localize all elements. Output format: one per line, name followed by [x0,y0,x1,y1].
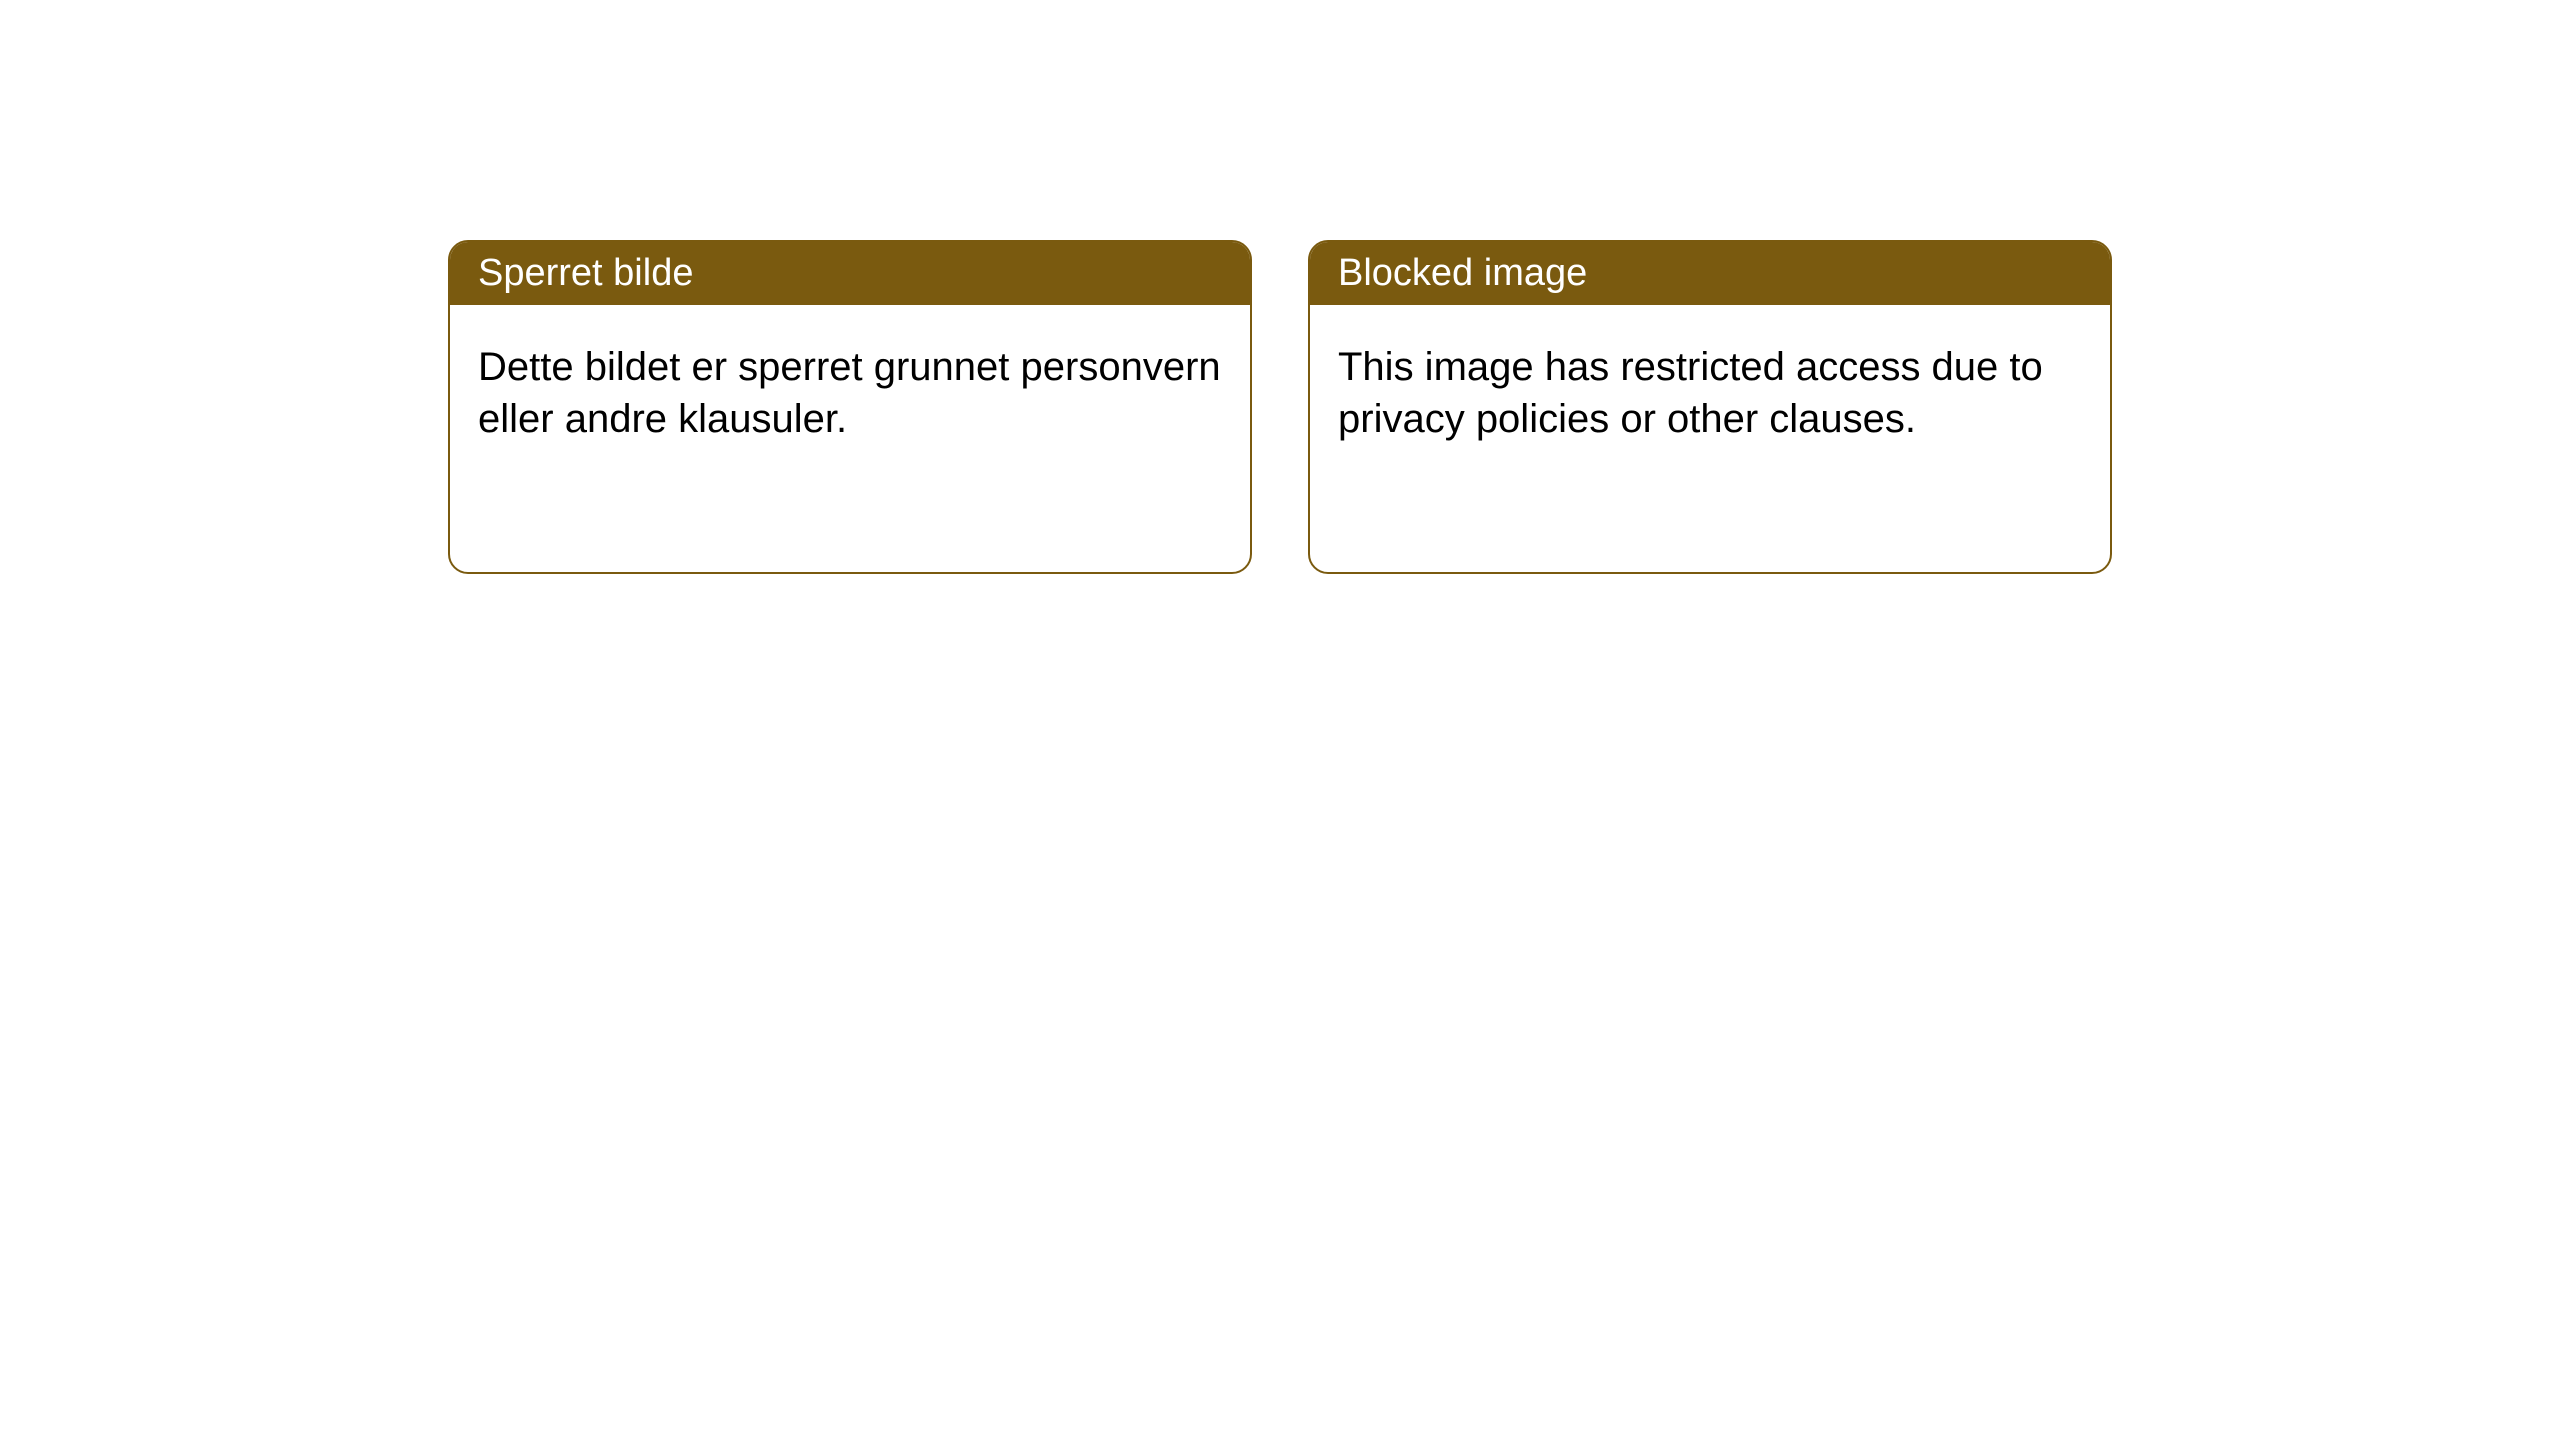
card-message: Dette bildet er sperret grunnet personve… [478,345,1221,441]
blocked-image-card-norwegian: Sperret bilde Dette bildet er sperret gr… [448,240,1252,574]
card-title: Sperret bilde [478,252,693,294]
card-header-norwegian: Sperret bilde [450,242,1250,305]
card-body-english: This image has restricted access due to … [1310,305,2110,481]
card-title: Blocked image [1338,252,1587,294]
notice-container: Sperret bilde Dette bildet er sperret gr… [0,0,2560,574]
card-message: This image has restricted access due to … [1338,345,2043,441]
card-header-english: Blocked image [1310,242,2110,305]
blocked-image-card-english: Blocked image This image has restricted … [1308,240,2112,574]
card-body-norwegian: Dette bildet er sperret grunnet personve… [450,305,1250,481]
